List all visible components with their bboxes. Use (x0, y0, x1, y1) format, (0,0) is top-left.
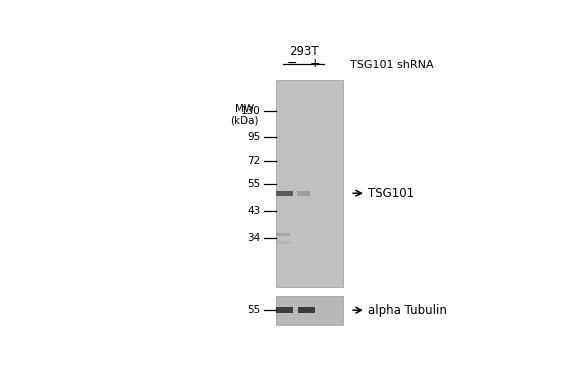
Text: 34: 34 (247, 233, 261, 243)
Text: 55: 55 (247, 180, 261, 189)
Bar (276, 296, 343, 325)
Bar (276, 232, 290, 236)
Text: 43: 43 (247, 206, 261, 216)
Text: 55: 55 (247, 305, 261, 315)
Bar (297, 191, 310, 196)
Text: +: + (310, 57, 320, 70)
Text: 130: 130 (241, 106, 261, 116)
Bar (276, 191, 293, 196)
Text: TSG101 shRNA: TSG101 shRNA (350, 60, 434, 70)
Bar (276, 80, 343, 287)
Text: 95: 95 (247, 132, 261, 142)
Text: MW
(kDa): MW (kDa) (230, 104, 258, 126)
Text: 72: 72 (247, 156, 261, 166)
Bar (298, 307, 315, 313)
Text: TSG101: TSG101 (368, 187, 414, 200)
Text: alpha Tubulin: alpha Tubulin (368, 304, 447, 317)
Bar (276, 307, 293, 313)
Text: 293T: 293T (289, 45, 318, 59)
Text: −: − (287, 57, 297, 70)
Bar (276, 241, 290, 244)
